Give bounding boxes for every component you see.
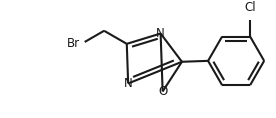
Text: Cl: Cl xyxy=(244,1,256,14)
Text: Br: Br xyxy=(67,37,79,50)
Text: N: N xyxy=(124,77,132,90)
Text: O: O xyxy=(158,85,167,98)
Text: N: N xyxy=(156,27,165,40)
